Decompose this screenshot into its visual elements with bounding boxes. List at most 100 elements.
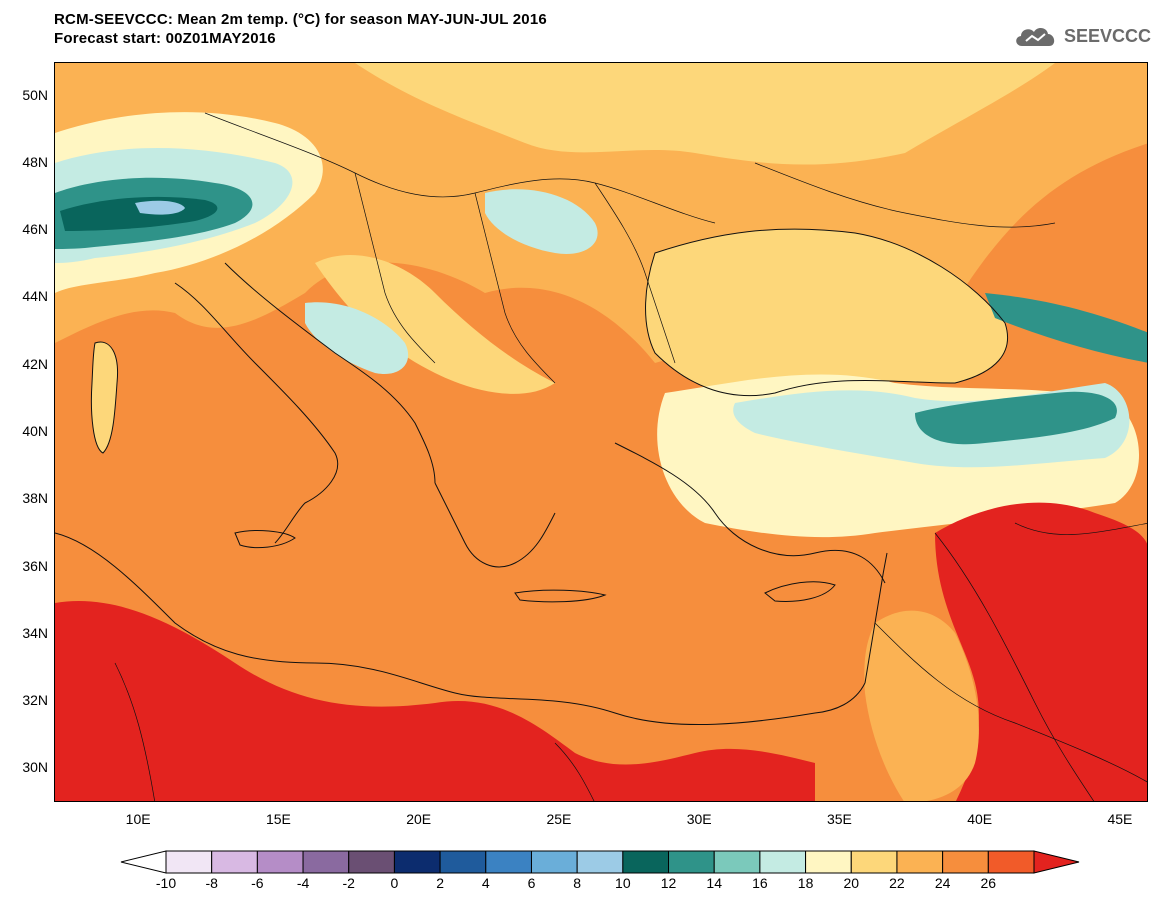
colorbar-label: 12: [660, 875, 677, 891]
coast-anatolia: [614, 442, 886, 584]
colorbar-box: [165, 850, 213, 874]
colorbar-box: [850, 850, 898, 874]
colorbar-box: [576, 850, 624, 874]
colorbar-label: 16: [752, 875, 768, 891]
border-3: [474, 192, 556, 384]
zone-balkans-teal: [305, 302, 409, 374]
lat-label-36N: 36N: [22, 557, 48, 574]
colorbar-min-arrow: [120, 850, 167, 874]
lat-label-44N: 44N: [22, 288, 48, 305]
coast-greece: [434, 482, 556, 568]
colorbar-box: [530, 850, 578, 874]
colorbar-box: [987, 850, 1035, 874]
zone-hot-east: [935, 502, 1147, 801]
map-canvas: [55, 63, 1147, 801]
zone-sardinia: [91, 342, 118, 453]
lat-label-34N: 34N: [22, 624, 48, 641]
zone-caucasus-teal: [985, 293, 1147, 363]
colorbar-label: 24: [934, 875, 951, 891]
coastlines: [55, 228, 1009, 726]
colorbar-box: [622, 850, 670, 874]
lat-label-50N: 50N: [22, 86, 48, 103]
colorbar-label: 14: [706, 875, 722, 891]
colorbar-label: 6: [527, 875, 536, 891]
lon-label-10E: 10E: [125, 811, 151, 827]
colorbar-label: 18: [797, 875, 814, 891]
colorbar-label: 8: [573, 875, 582, 891]
border-7: [1014, 522, 1147, 535]
coast-north-africa: [55, 532, 866, 726]
colorbar-box: [348, 850, 395, 874]
colorbar-box: [759, 850, 807, 874]
zone-levant-mild: [864, 610, 979, 801]
coast-levant: [864, 552, 888, 684]
colorbar-label: -10: [155, 875, 177, 891]
zone-anatolia-teal-dark: [915, 391, 1117, 445]
border-5: [934, 532, 1095, 801]
zone-pale-north: [355, 63, 1055, 165]
lon-label-15E: 15E: [265, 811, 291, 827]
zone-pale-central: [315, 254, 555, 394]
colorbar-label: 22: [889, 875, 905, 891]
colorbar-box: [896, 850, 944, 874]
border-1: [204, 112, 716, 224]
colorbar-box: [805, 850, 852, 874]
colorbar: [120, 850, 1080, 874]
lon-label-35E: 35E: [826, 811, 852, 827]
colorbar-box: [211, 850, 258, 874]
colorbar-label: -6: [251, 875, 264, 891]
border-8: [754, 162, 1056, 228]
temperature-map: [54, 62, 1148, 802]
colorbar-label: -2: [342, 875, 355, 891]
coast-cyprus: [764, 581, 836, 602]
zone-black-sea: [645, 229, 1008, 396]
border-2: [354, 172, 436, 364]
lon-label-45E: 45E: [1107, 811, 1133, 827]
colorbar-box: [942, 850, 989, 874]
colorbar-label: 20: [843, 875, 860, 891]
lat-label-46N: 46N: [22, 221, 48, 238]
zone-carpathian-teal: [485, 189, 598, 254]
colorbar-label: -4: [296, 875, 310, 891]
colorbar-label: -8: [205, 875, 218, 891]
colorbar-box: [713, 850, 761, 874]
forecast-start: Forecast start: 00Z01MAY2016: [54, 30, 276, 47]
colorbar-label: 26: [980, 875, 997, 891]
logo-text: SEEVCCC: [1063, 25, 1151, 46]
coast-italy: [174, 282, 339, 544]
zone-alps-blue: [135, 200, 185, 215]
coast-adriatic: [224, 262, 436, 484]
coast-sicily: [234, 530, 296, 549]
coast-crete: [514, 589, 607, 603]
border-9: [114, 662, 156, 801]
coast-blacksea: [645, 228, 1009, 397]
colorbar-box: [439, 850, 487, 874]
title-block: RCM-SEEVCCC: Mean 2m temp. (°C) for seas…: [54, 10, 547, 48]
lat-label-30N: 30N: [22, 759, 48, 776]
cloud-icon: [1016, 28, 1055, 46]
border-4: [594, 182, 676, 364]
lat-label-40N: 40N: [22, 423, 48, 439]
lon-label-25E: 25E: [546, 811, 572, 827]
lon-label-40E: 40E: [967, 811, 993, 827]
colorbar-box: [302, 850, 350, 874]
colorbar-label: 2: [436, 875, 444, 891]
border-6: [874, 622, 1147, 783]
map-title: RCM-SEEVCCC: Mean 2m temp. (°C) for seas…: [54, 11, 547, 28]
colorbar-box: [485, 850, 532, 874]
zone-hot-south: [55, 601, 815, 801]
colorbar-box: [256, 850, 304, 874]
coast-sardinia: [90, 341, 119, 454]
colorbar-max-arrow: [1033, 850, 1080, 874]
colorbar-label: 4: [481, 875, 490, 891]
lon-label-20E: 20E: [406, 811, 432, 827]
lon-label-30E: 30E: [686, 811, 712, 827]
lat-label-32N: 32N: [22, 692, 48, 709]
colorbar-label: 10: [615, 875, 631, 891]
seevccc-logo: SEEVCCC: [1012, 22, 1151, 50]
colorbar-box: [393, 850, 441, 874]
colorbar-box: [668, 850, 715, 874]
lat-label-48N: 48N: [22, 153, 48, 170]
borders: [114, 112, 1147, 801]
colorbar-label: 0: [390, 875, 399, 891]
